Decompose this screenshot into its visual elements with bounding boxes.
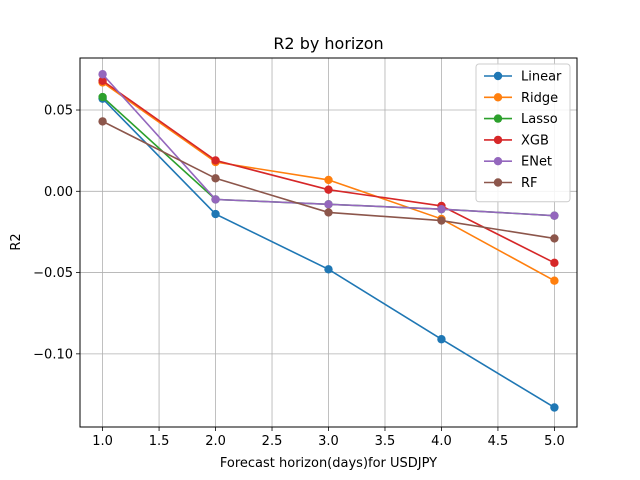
y-axis-ticks: −0.10 −0.05 0.00 0.05 bbox=[33, 104, 80, 362]
data-point-linear bbox=[324, 265, 333, 274]
data-point-rf bbox=[98, 117, 107, 126]
legend-label-lasso: Lasso bbox=[521, 112, 558, 127]
x-tick-label: 5.0 bbox=[544, 434, 565, 449]
x-tick-label: 1.5 bbox=[149, 434, 170, 449]
x-axis-label: Forecast horizon(days)for USDJPY bbox=[220, 456, 437, 471]
legend-marker-linear bbox=[493, 71, 503, 81]
legend-label-linear: Linear bbox=[521, 70, 562, 85]
data-point-enet bbox=[550, 211, 559, 220]
legend-label-xgb: XGB bbox=[521, 133, 549, 148]
series-xgb bbox=[98, 76, 559, 268]
data-point-enet bbox=[324, 200, 333, 209]
data-point-enet bbox=[211, 195, 220, 204]
series-linear bbox=[98, 94, 559, 412]
data-point-linear bbox=[437, 335, 446, 344]
data-point-rf bbox=[437, 216, 446, 225]
x-tick-label: 1.0 bbox=[92, 434, 113, 449]
x-tick-label: 4.5 bbox=[488, 434, 509, 449]
x-tick-label: 2.0 bbox=[205, 434, 226, 449]
legend-item-rf: RF bbox=[484, 176, 538, 191]
data-point-enet bbox=[437, 204, 446, 214]
legend-item-linear: Linear bbox=[484, 70, 562, 85]
chart-title: R2 by horizon bbox=[273, 34, 383, 53]
legend-marker-xgb bbox=[493, 135, 503, 145]
legend-marker-ridge bbox=[493, 93, 503, 102]
y-tick-label: −0.10 bbox=[33, 347, 73, 362]
legend-label-enet: ENet bbox=[521, 155, 552, 170]
legend-marker-enet bbox=[493, 157, 503, 166]
y-axis-label: R2 bbox=[9, 233, 24, 250]
data-point-lasso bbox=[98, 92, 107, 102]
series-enet bbox=[98, 70, 559, 220]
legend-item-xgb: XGB bbox=[484, 133, 549, 148]
legend-item-enet: ENet bbox=[484, 155, 552, 170]
x-tick-label: 3.0 bbox=[318, 434, 339, 449]
y-tick-label: 0.00 bbox=[44, 185, 73, 200]
x-axis-ticks: 1.0 1.5 2.0 2.5 3.0 3.5 4.0 4.5 5.0 bbox=[92, 427, 565, 449]
data-point-ridge bbox=[324, 175, 333, 185]
data-point-xgb bbox=[324, 185, 333, 194]
x-tick-label: 4.0 bbox=[431, 434, 452, 449]
data-point-enet bbox=[98, 70, 107, 79]
data-point-linear bbox=[550, 403, 559, 412]
data-point-rf bbox=[324, 208, 333, 217]
legend-item-lasso: Lasso bbox=[484, 112, 558, 127]
data-point-xgb bbox=[211, 156, 220, 165]
data-point-xgb bbox=[550, 258, 559, 268]
legend-label-ridge: Ridge bbox=[521, 91, 558, 106]
legend-marker-rf bbox=[493, 178, 503, 187]
y-tick-label: 0.05 bbox=[44, 104, 73, 119]
series-rf bbox=[98, 117, 559, 243]
data-point-ridge bbox=[550, 276, 559, 285]
series-layer bbox=[98, 70, 559, 412]
legend-item-ridge: Ridge bbox=[484, 91, 558, 106]
data-point-xgb bbox=[98, 76, 107, 85]
x-tick-label: 3.5 bbox=[375, 434, 396, 449]
x-tick-label: 2.5 bbox=[262, 434, 283, 449]
data-point-rf bbox=[550, 234, 559, 243]
data-point-rf bbox=[211, 174, 220, 183]
data-point-linear bbox=[211, 209, 220, 219]
y-tick-label: −0.05 bbox=[33, 266, 73, 281]
legend-label-rf: RF bbox=[521, 176, 538, 191]
legend-marker-lasso bbox=[493, 114, 503, 123]
legend: Linear Ridge Lasso XGB ENet RF bbox=[475, 63, 571, 203]
